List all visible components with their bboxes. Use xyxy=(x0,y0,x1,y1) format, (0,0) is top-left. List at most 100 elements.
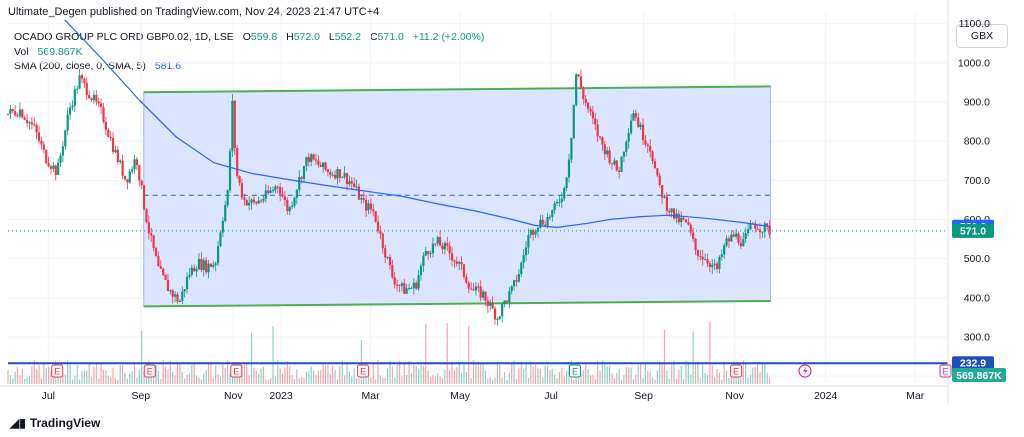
candle-body xyxy=(656,168,659,176)
volume-bar xyxy=(222,364,224,384)
volume-bar xyxy=(520,361,522,384)
candle-body xyxy=(119,160,122,163)
volume-bar xyxy=(613,377,615,384)
volume-bar xyxy=(238,377,241,384)
candle-body xyxy=(618,170,621,173)
volume-bar xyxy=(694,363,697,384)
currency-button[interactable]: GBX xyxy=(956,24,1008,48)
candle-body xyxy=(274,186,277,190)
candle-body xyxy=(317,160,320,165)
candle-body xyxy=(355,186,358,188)
open-label: O xyxy=(242,31,251,43)
volume-bar xyxy=(372,362,374,384)
volume-bar xyxy=(418,368,420,384)
candle-body xyxy=(510,286,513,292)
volume-bar xyxy=(384,378,386,384)
sma-line xyxy=(64,19,771,228)
candle-body xyxy=(171,290,174,297)
volume-bar xyxy=(456,367,458,384)
candle-body xyxy=(360,198,363,200)
x-tick-label: Nov xyxy=(224,390,243,402)
volume-bar xyxy=(107,375,109,384)
volume-label[interactable]: Vol xyxy=(14,45,29,58)
candle-body xyxy=(33,124,36,126)
volume-bar xyxy=(250,333,253,384)
symbol-title[interactable]: OCADO GROUP PLC ORD GBP0.02, 1D, LSE xyxy=(14,31,234,43)
candle-body xyxy=(687,221,690,225)
candle-body xyxy=(78,75,81,89)
volume-bar xyxy=(26,377,28,384)
volume-bar xyxy=(740,377,742,384)
candle-body xyxy=(467,282,470,289)
candle-body xyxy=(54,165,57,175)
volume-bar xyxy=(711,365,713,384)
volume-bar xyxy=(671,364,673,384)
candle-body xyxy=(603,144,606,155)
candle-body xyxy=(458,262,461,264)
volume-bar xyxy=(749,374,752,384)
candle-body xyxy=(539,219,542,228)
volume-bar xyxy=(184,378,186,384)
volume-bar xyxy=(673,360,675,384)
candle-body xyxy=(732,234,735,237)
candle-body xyxy=(694,238,697,250)
candle-body xyxy=(756,228,759,230)
candle-body xyxy=(634,113,637,118)
candle-body xyxy=(28,122,31,124)
candle-body xyxy=(517,274,520,282)
volume-bar xyxy=(511,362,513,384)
candle-body xyxy=(100,103,103,108)
volume-bar xyxy=(484,370,487,384)
volume-bar xyxy=(649,371,651,384)
volume-bar xyxy=(410,373,413,384)
volume-bar xyxy=(188,373,191,384)
earnings-marker xyxy=(51,364,64,378)
volume-bar xyxy=(324,365,327,384)
candle-body xyxy=(560,198,563,202)
volume-bar xyxy=(38,364,40,384)
candle-body xyxy=(336,169,339,179)
candle-body xyxy=(381,233,384,249)
volume-bar xyxy=(45,367,47,384)
candle-body xyxy=(708,263,711,267)
volume-bar xyxy=(90,376,93,384)
volume-bar xyxy=(270,378,272,384)
candle-body xyxy=(73,89,76,106)
candle-body xyxy=(692,232,695,239)
candle-body xyxy=(300,177,303,179)
volume-bar xyxy=(492,379,494,384)
y-tick-label: 300.0 xyxy=(964,331,990,343)
volume-bar xyxy=(759,372,761,384)
volume-bar xyxy=(630,367,632,384)
candle-body xyxy=(577,74,580,77)
candle-body xyxy=(522,255,525,263)
volume-bar xyxy=(651,377,654,384)
price-label-close xyxy=(952,223,994,238)
y-tick-label: 400.0 xyxy=(964,292,990,304)
candle-body xyxy=(393,277,396,285)
candle-body xyxy=(298,177,301,190)
candle-body xyxy=(754,223,757,229)
volume-bar xyxy=(298,378,300,384)
candle-body xyxy=(658,175,661,186)
volume-bar xyxy=(585,364,587,384)
volume-bar xyxy=(752,367,754,384)
volume-bar xyxy=(666,370,668,384)
volume-bar xyxy=(112,367,114,384)
volume-bar xyxy=(74,375,76,384)
candle-body xyxy=(498,316,501,319)
candle-body xyxy=(71,105,74,108)
candle-body xyxy=(85,82,88,95)
volume-bar xyxy=(432,375,434,384)
candle-body xyxy=(185,276,189,290)
candle-body xyxy=(322,162,325,168)
candle-body xyxy=(758,229,762,233)
volume-bar xyxy=(167,369,169,384)
volume-bar xyxy=(351,376,353,384)
volume-bar xyxy=(611,373,613,384)
volume-bar xyxy=(377,360,379,384)
candle-body xyxy=(620,156,623,173)
volume-bar xyxy=(594,379,596,384)
volume-bar xyxy=(117,379,119,384)
